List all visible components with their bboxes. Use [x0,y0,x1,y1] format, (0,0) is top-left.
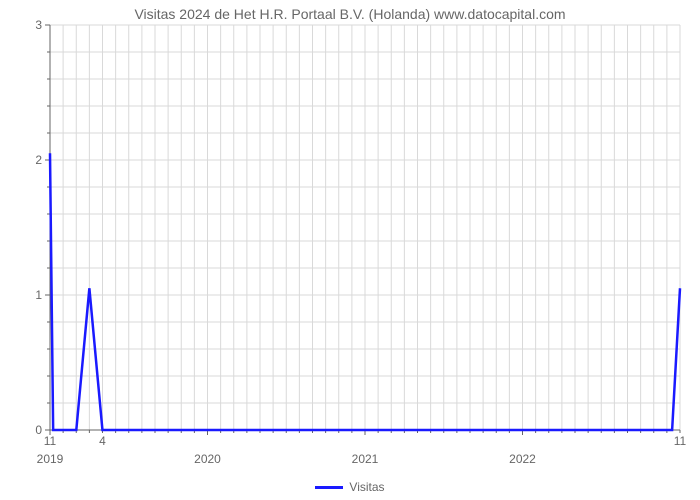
x-axis-label: 2020 [194,452,221,466]
data-point-label: 11 [674,434,686,448]
x-axis-label: 2021 [352,452,379,466]
legend: Visitas [0,476,700,495]
data-point-label: 4 [99,434,106,448]
x-axis-label: 2022 [509,452,536,466]
x-axis-label: 2019 [37,452,64,466]
chart-svg [50,25,680,430]
legend-label: Visitas [349,480,384,494]
y-axis-label: 0 [22,423,42,437]
y-axis-label: 2 [22,153,42,167]
y-axis-label: 1 [22,288,42,302]
legend-item-visitas: Visitas [315,480,384,494]
legend-swatch [315,486,343,489]
chart-title: Visitas 2024 de Het H.R. Portaal B.V. (H… [0,6,700,22]
data-point-label: 11 [44,434,56,448]
chart-area: 0123 2019202020212022 11411 [50,25,680,430]
y-axis-label: 3 [22,18,42,32]
